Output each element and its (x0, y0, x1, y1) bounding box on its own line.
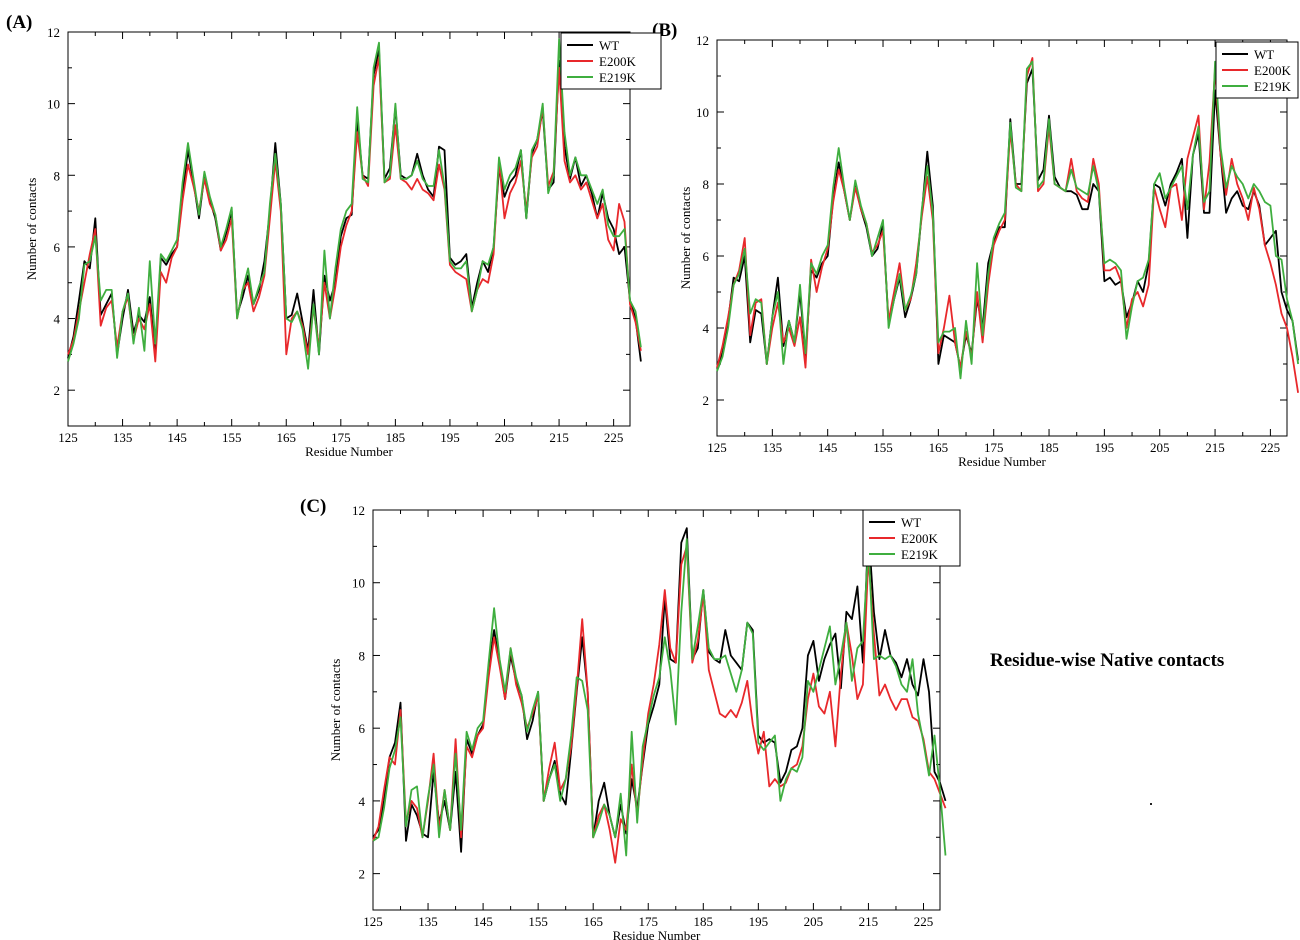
x-tick-label: 125 (707, 440, 727, 455)
x-tick-label: 155 (528, 914, 548, 929)
y-tick-label: 10 (47, 97, 60, 112)
x-tick-label: 135 (418, 914, 438, 929)
series-line-wt (372, 527, 947, 853)
x-tick-label: 145 (473, 914, 493, 929)
legend-label-e200k: E200K (901, 531, 938, 546)
x-tick-label: 175 (331, 430, 351, 445)
x-tick-label: 125 (58, 430, 78, 445)
x-tick-label: 205 (1150, 440, 1170, 455)
chart-panel-b: 125 135 145 155 165 175 185 195 205 215 225 2 4 6 8 10 1… (678, 33, 1299, 469)
y-tick-label: 4 (54, 312, 61, 327)
y-tick-label: 8 (54, 168, 61, 183)
x-tick-label: 165 (583, 914, 603, 929)
legend-label-wt: WT (901, 515, 921, 530)
x-axis-label: Residue Number (613, 928, 701, 940)
x-tick-label: 135 (763, 440, 783, 455)
series-line-e200k (372, 545, 947, 864)
y-tick-label: 12 (47, 25, 60, 40)
plot-frame (716, 39, 1288, 437)
x-tick-label: 185 (1039, 440, 1059, 455)
y-tick-label: 6 (54, 240, 61, 255)
y-tick-label: 4 (359, 794, 366, 809)
x-tick-label: 215 (1205, 440, 1225, 455)
legend-label-e219k: E219K (1254, 79, 1291, 94)
series-line-wt (716, 67, 1299, 369)
series-line-e219k (716, 60, 1299, 380)
y-tick-label: 2 (703, 393, 710, 408)
x-tick-label: 205 (804, 914, 824, 929)
y-tick-label: 2 (359, 867, 366, 882)
x-tick-label: 145 (818, 440, 838, 455)
x-tick-label: 225 (914, 914, 934, 929)
y-tick-label: 6 (703, 249, 710, 264)
y-tick-label: 12 (696, 33, 709, 48)
x-tick-label: 185 (694, 914, 714, 929)
x-axis-label: Residue Number (958, 454, 1046, 469)
x-tick-label: 165 (929, 440, 949, 455)
x-tick-label: 145 (167, 430, 187, 445)
y-tick-label: 8 (359, 648, 366, 663)
x-tick-label: 195 (749, 914, 769, 929)
x-tick-label: 195 (1095, 440, 1115, 455)
y-tick-label: 2 (54, 383, 61, 398)
chart-panel-c: 125 135 145 155 165 175 185 195 205 215 225 2 4 6 8 10 1… (328, 503, 961, 940)
legend-label-e219k: E219K (901, 547, 938, 562)
figure-caption: Residue-wise Native contacts (990, 650, 1225, 671)
y-axis-label: Number of contacts (328, 659, 343, 762)
x-tick-label: 215 (549, 430, 569, 445)
x-tick-label: 155 (222, 430, 242, 445)
x-tick-label: 185 (386, 430, 406, 445)
plot-frame (67, 31, 631, 427)
x-tick-label: 215 (859, 914, 879, 929)
y-tick-label: 8 (703, 177, 710, 192)
legend-label-wt: WT (1254, 47, 1274, 62)
panel-label-c: (C) (300, 496, 327, 517)
legend-label-e200k: E200K (599, 54, 636, 69)
x-tick-label: 165 (277, 430, 297, 445)
x-tick-label: 205 (495, 430, 515, 445)
series-line-e219k (372, 538, 947, 857)
chart-panel-a: 125 135 145 155 165 175 185 195 205 215 225 2 4 6 8 10 1… (24, 25, 662, 459)
x-tick-label: 175 (984, 440, 1004, 455)
legend-label-wt: WT (599, 38, 619, 53)
x-tick-label: 125 (363, 914, 383, 929)
x-tick-label: 135 (113, 430, 133, 445)
x-tick-label: 225 (604, 430, 624, 445)
y-tick-label: 12 (352, 503, 365, 518)
x-axis-label: Residue Number (305, 444, 393, 459)
x-tick-label: 225 (1261, 440, 1281, 455)
x-tick-label: 195 (440, 430, 460, 445)
x-tick-label: 175 (638, 914, 658, 929)
legend-label-e200k: E200K (1254, 63, 1291, 78)
stray-dot (1150, 803, 1152, 805)
y-axis-label: Number of contacts (678, 187, 693, 290)
panel-label-a: (A) (6, 12, 33, 33)
y-tick-label: 4 (703, 321, 710, 336)
y-tick-label: 10 (696, 105, 709, 120)
y-tick-label: 6 (359, 721, 366, 736)
y-tick-label: 10 (352, 576, 365, 591)
x-tick-label: 155 (873, 440, 893, 455)
series-line-e219k (67, 38, 642, 370)
legend-label-e219k: E219K (599, 70, 636, 85)
plot-frame (372, 509, 941, 911)
y-axis-label: Number of contacts (24, 178, 39, 281)
